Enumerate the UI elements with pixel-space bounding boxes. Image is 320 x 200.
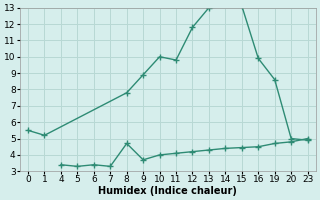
X-axis label: Humidex (Indice chaleur): Humidex (Indice chaleur) bbox=[98, 186, 237, 196]
